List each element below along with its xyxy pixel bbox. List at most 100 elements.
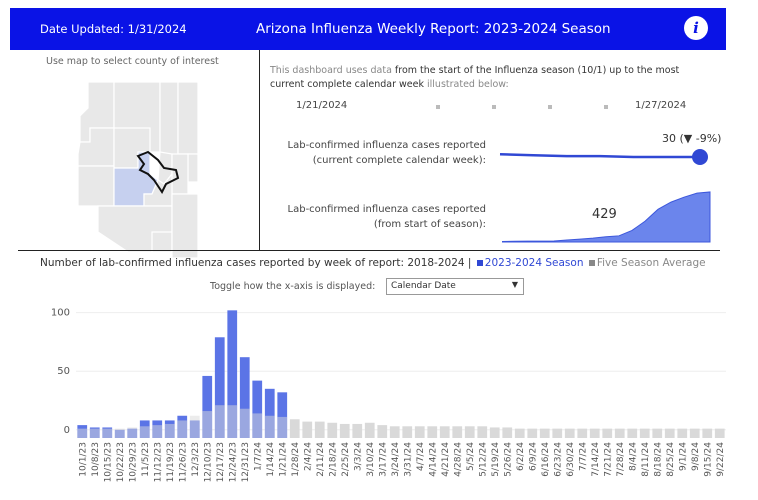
bar-current-season[interactable] <box>252 380 263 438</box>
season-total-label: Lab-confirmed influenza cases reported (f… <box>287 204 486 230</box>
bar-five-season-average[interactable] <box>639 428 650 438</box>
bar-five-season-average[interactable] <box>702 428 713 438</box>
chart-title: Number of lab-confirmed influenza cases … <box>40 257 706 269</box>
bar-current-season[interactable] <box>264 388 275 438</box>
bar-five-season-average[interactable] <box>552 428 563 438</box>
bar-current-season[interactable] <box>227 310 238 438</box>
bar-five-season-average[interactable] <box>652 428 663 438</box>
week-dot <box>548 105 552 109</box>
bar-five-season-average[interactable] <box>77 428 88 438</box>
x-tick-label: 3/3/24 <box>353 442 363 471</box>
county-apache[interactable] <box>177 82 199 155</box>
x-axis-dropdown-value: Calendar Date <box>391 281 456 291</box>
county-yuma[interactable] <box>77 165 115 207</box>
current-week-point[interactable] <box>692 149 708 165</box>
bar-five-season-average[interactable] <box>514 428 525 438</box>
bar-five-season-average[interactable] <box>152 425 163 438</box>
bar-five-season-average[interactable] <box>602 428 613 438</box>
bar-five-season-average[interactable] <box>227 405 238 438</box>
bar-current-season[interactable] <box>277 392 288 438</box>
bar-five-season-average[interactable] <box>177 420 188 438</box>
x-tick-label: 5/5/24 <box>466 442 476 471</box>
bar-five-season-average[interactable] <box>339 423 350 438</box>
bar-five-season-average[interactable] <box>389 426 400 438</box>
arizona-county-map[interactable] <box>68 82 218 262</box>
bar-five-season-average[interactable] <box>214 405 225 438</box>
bar-five-season-average[interactable] <box>252 413 263 438</box>
bar-five-season-average[interactable] <box>502 427 513 438</box>
bar-five-season-average[interactable] <box>277 416 288 438</box>
x-tick-label: 4/7/24 <box>416 442 426 471</box>
bar-five-season-average[interactable] <box>239 408 250 438</box>
bar-current-season[interactable] <box>239 357 250 438</box>
season-cumulative-sparkline <box>502 191 711 243</box>
current-week-line <box>499 153 700 159</box>
county-selected-outline[interactable] <box>136 150 180 194</box>
bar-five-season-average[interactable] <box>127 427 138 438</box>
bar-five-season-average[interactable] <box>439 426 450 438</box>
x-tick-label: 8/25/24 <box>666 442 676 477</box>
map-hint: Use map to select county of interest <box>46 56 219 67</box>
bar-five-season-average[interactable] <box>427 426 438 438</box>
bar-five-season-average[interactable] <box>677 428 688 438</box>
current-week-value: 30 (▼ -9%) <box>662 132 722 145</box>
x-tick-label: 5/26/24 <box>503 442 513 477</box>
bar-five-season-average[interactable] <box>202 411 213 438</box>
bar-five-season-average[interactable] <box>189 415 200 438</box>
x-tick-label: 2/18/24 <box>328 442 338 477</box>
bar-five-season-average[interactable] <box>589 428 600 438</box>
county-santa-cruz[interactable] <box>151 231 173 253</box>
bar-current-season[interactable] <box>202 375 213 438</box>
bar-five-season-average[interactable] <box>102 428 113 438</box>
bar-five-season-average[interactable] <box>327 422 338 438</box>
bar-five-season-average[interactable] <box>627 428 638 438</box>
bar-five-season-average[interactable] <box>577 428 588 438</box>
bar-five-season-average[interactable] <box>414 426 425 438</box>
legend-current-season[interactable]: 2023-2024 Season <box>484 257 584 269</box>
x-tick-label: 6/23/24 <box>553 442 563 477</box>
bar-five-season-average[interactable] <box>527 428 538 438</box>
info-icon[interactable]: i <box>684 16 708 40</box>
bar-five-season-average[interactable] <box>402 426 413 438</box>
county-navajo[interactable] <box>159 82 179 159</box>
bar-five-season-average[interactable] <box>314 421 325 438</box>
x-tick-label: 9/1/24 <box>678 442 688 471</box>
weekly-cases-chart: 0 50 100 10/1/23 10/8/23 10/15/23 10/22/23 10/2… <box>51 308 726 482</box>
x-tick-label: 6/16/24 <box>541 442 551 477</box>
bar-five-season-average[interactable] <box>539 428 550 438</box>
x-axis-dropdown[interactable]: Calendar Date ▼ <box>386 278 524 295</box>
bar-five-season-average[interactable] <box>364 422 375 438</box>
county-greenlee[interactable] <box>187 153 199 183</box>
bar-five-season-average[interactable] <box>352 423 363 438</box>
bar-five-season-average[interactable] <box>89 428 100 438</box>
county-graham[interactable] <box>171 153 189 195</box>
date-updated: Date Updated: 1/31/2024 <box>40 22 187 36</box>
bar-five-season-average[interactable] <box>452 426 463 438</box>
bar-five-season-average[interactable] <box>164 423 175 438</box>
week-dot <box>604 105 608 109</box>
x-tick-label: 10/8/23 <box>91 442 101 477</box>
bar-five-season-average[interactable] <box>689 428 700 438</box>
bar-five-season-average[interactable] <box>264 415 275 438</box>
bar-five-season-average[interactable] <box>289 419 300 438</box>
bar-five-season-average[interactable] <box>564 428 575 438</box>
bar-five-season-average[interactable] <box>139 426 150 438</box>
bar-current-season[interactable] <box>214 337 225 438</box>
bar-five-season-average[interactable] <box>714 428 725 438</box>
bar-five-season-average[interactable] <box>664 428 675 438</box>
report-title: Arizona Influenza Weekly Report: 2023-20… <box>256 21 611 37</box>
current-week-sparkline <box>499 149 708 165</box>
legend-five-season-average[interactable]: Five Season Average <box>596 257 706 269</box>
bar-five-season-average[interactable] <box>114 428 125 438</box>
bar-five-season-average[interactable] <box>477 426 488 438</box>
county-cochise[interactable] <box>171 193 199 259</box>
bar-five-season-average[interactable] <box>377 425 388 438</box>
bar-five-season-average[interactable] <box>614 428 625 438</box>
bar-five-season-average[interactable] <box>302 421 313 438</box>
bar-five-season-average[interactable] <box>489 427 500 438</box>
bar-five-season-average[interactable] <box>464 426 475 438</box>
x-tick-label: 5/12/24 <box>478 442 488 477</box>
x-tick-label: 1/21/24 <box>278 442 288 477</box>
x-tick-label: 10/22/23 <box>116 442 126 482</box>
x-tick-label: 8/4/24 <box>628 442 638 471</box>
